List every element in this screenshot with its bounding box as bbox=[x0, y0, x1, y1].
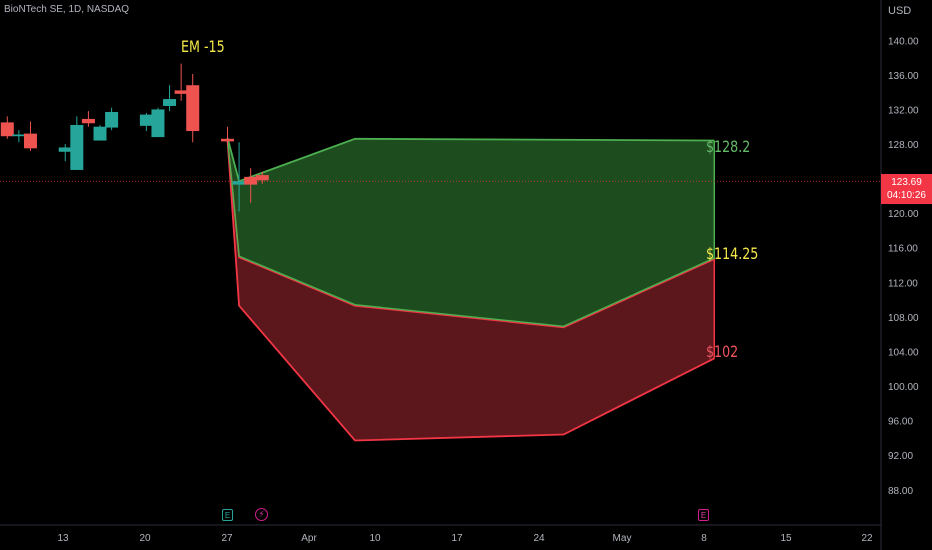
x-tick-22: 22 bbox=[861, 533, 873, 544]
expected-move-label: EM -15 bbox=[181, 37, 225, 56]
x-tick-Apr: Apr bbox=[301, 533, 317, 544]
current-price-badge: 123.69 04:10:26 bbox=[881, 174, 932, 204]
x-tick-24: 24 bbox=[533, 533, 545, 544]
candle-body-12 bbox=[186, 85, 200, 132]
candle-body-2 bbox=[23, 133, 37, 149]
lower-target-label: $102 bbox=[706, 342, 739, 361]
x-tick-8: 8 bbox=[701, 533, 707, 544]
current-price-value: 123.69 bbox=[891, 177, 922, 188]
candle-body-16 bbox=[255, 175, 269, 181]
y-tick-128: 128.00 bbox=[888, 140, 919, 151]
earnings-event-icon-may[interactable]: E bbox=[698, 509, 709, 521]
candle-body-14 bbox=[232, 181, 246, 185]
y-tick-136: 136.00 bbox=[888, 71, 919, 82]
y-tick-120: 120.00 bbox=[888, 209, 919, 220]
candle-body-4 bbox=[70, 124, 84, 170]
lower-band-line bbox=[226, 139, 715, 442]
candle-body-13 bbox=[221, 138, 234, 142]
x-tick-May: May bbox=[613, 533, 632, 544]
dividend-event-icon[interactable]: ⚡ bbox=[255, 508, 268, 521]
middle-target-label: $114.25 bbox=[706, 244, 759, 263]
candle-body-6 bbox=[93, 126, 107, 141]
upper-band-line bbox=[226, 137, 715, 183]
candle-body-5 bbox=[81, 118, 95, 124]
lower-range-fill bbox=[227, 139, 715, 441]
upper-target-label: $128.2 bbox=[706, 137, 751, 156]
x-tick-15: 15 bbox=[780, 533, 792, 544]
candle-body-11 bbox=[174, 90, 188, 94]
y-tick-132: 132.00 bbox=[888, 105, 919, 116]
candle-body-9 bbox=[151, 109, 165, 138]
earnings-event-icon[interactable]: E bbox=[222, 509, 233, 521]
candle-body-0 bbox=[0, 122, 14, 137]
upper-range-fill bbox=[227, 137, 715, 328]
candle-body-1 bbox=[12, 134, 26, 137]
candle-body-8 bbox=[139, 114, 153, 126]
y-tick-104: 104.00 bbox=[888, 347, 919, 358]
y-tick-140: 140.00 bbox=[888, 36, 919, 47]
x-tick-17: 17 bbox=[451, 533, 463, 544]
currency-label: USD bbox=[888, 5, 912, 17]
y-tick-88: 88.00 bbox=[888, 486, 913, 497]
candle-body-10 bbox=[163, 99, 177, 106]
y-tick-92: 92.00 bbox=[888, 451, 913, 462]
candle-body-3 bbox=[58, 147, 72, 152]
y-tick-96: 96.00 bbox=[888, 417, 913, 428]
bar-countdown: 04:10:26 bbox=[887, 190, 926, 201]
y-tick-100: 100.00 bbox=[888, 382, 919, 393]
x-tick-20: 20 bbox=[139, 533, 151, 544]
x-tick-27: 27 bbox=[221, 533, 233, 544]
x-tick-10: 10 bbox=[369, 533, 381, 544]
candle-body-7 bbox=[105, 112, 119, 128]
symbol-title: BioNTech SE, 1D, NASDAQ bbox=[4, 4, 130, 15]
y-tick-112: 112.00 bbox=[888, 278, 918, 289]
middle-band-line-green bbox=[226, 138, 715, 328]
y-tick-108: 108.00 bbox=[888, 313, 919, 324]
y-tick-116: 116.00 bbox=[888, 244, 918, 255]
x-tick-13: 13 bbox=[57, 533, 69, 544]
candle-body-15 bbox=[244, 176, 258, 185]
